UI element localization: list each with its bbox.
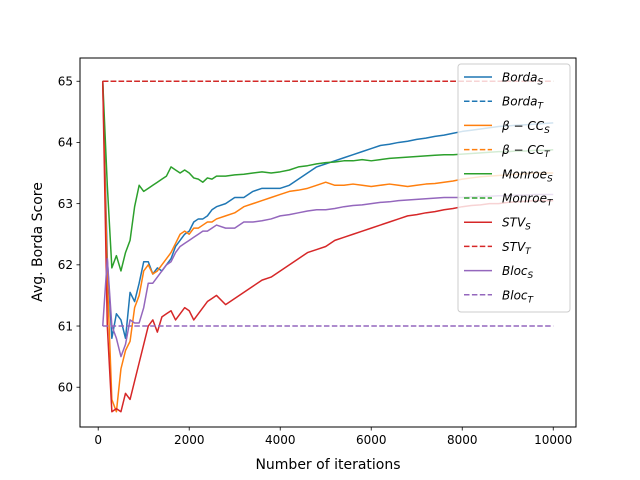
y-tick-label: 62 xyxy=(58,258,73,272)
legend: BordaS BordaT β − CCS β − CCT MonroeS MonroeT… xyxy=(457,63,571,313)
axes-frame xyxy=(79,57,577,428)
legend-label: MonroeS xyxy=(502,167,553,184)
x-tick-label: 8000 xyxy=(447,433,478,447)
legend-label: β − CCS xyxy=(501,119,550,136)
y-tick-label: 65 xyxy=(58,75,73,89)
legend-label: BlocT xyxy=(502,288,535,305)
x-axis-title: Number of iterations xyxy=(255,457,400,473)
legend-label: β − CCT xyxy=(501,143,551,160)
legend-label: BordaS xyxy=(502,71,543,88)
x-tick-label: 0 xyxy=(94,433,102,447)
legend-label: BlocS xyxy=(502,264,534,281)
x-tick-label: 4000 xyxy=(265,433,296,447)
legend-label: STVS xyxy=(502,216,531,233)
legend-label: STVT xyxy=(502,240,532,257)
legend-label: MonroeT xyxy=(502,192,554,209)
y-tick-label: 63 xyxy=(58,197,73,211)
x-tick-label: 2000 xyxy=(174,433,205,447)
y-tick-label: 60 xyxy=(58,381,73,395)
x-tick-label: 6000 xyxy=(356,433,387,447)
y-tick-label: 61 xyxy=(58,319,73,333)
x-tick-label: 10000 xyxy=(534,433,572,447)
y-tick-label: 64 xyxy=(58,136,73,150)
y-axis: 60 61 62 63 64 65 xyxy=(58,75,80,395)
x-axis: 0 2000 4000 6000 8000 10000 xyxy=(94,427,572,447)
legend-label: BordaT xyxy=(502,95,544,112)
y-axis-title: Avg. Borda Score xyxy=(30,182,46,302)
series-lines xyxy=(102,80,554,413)
